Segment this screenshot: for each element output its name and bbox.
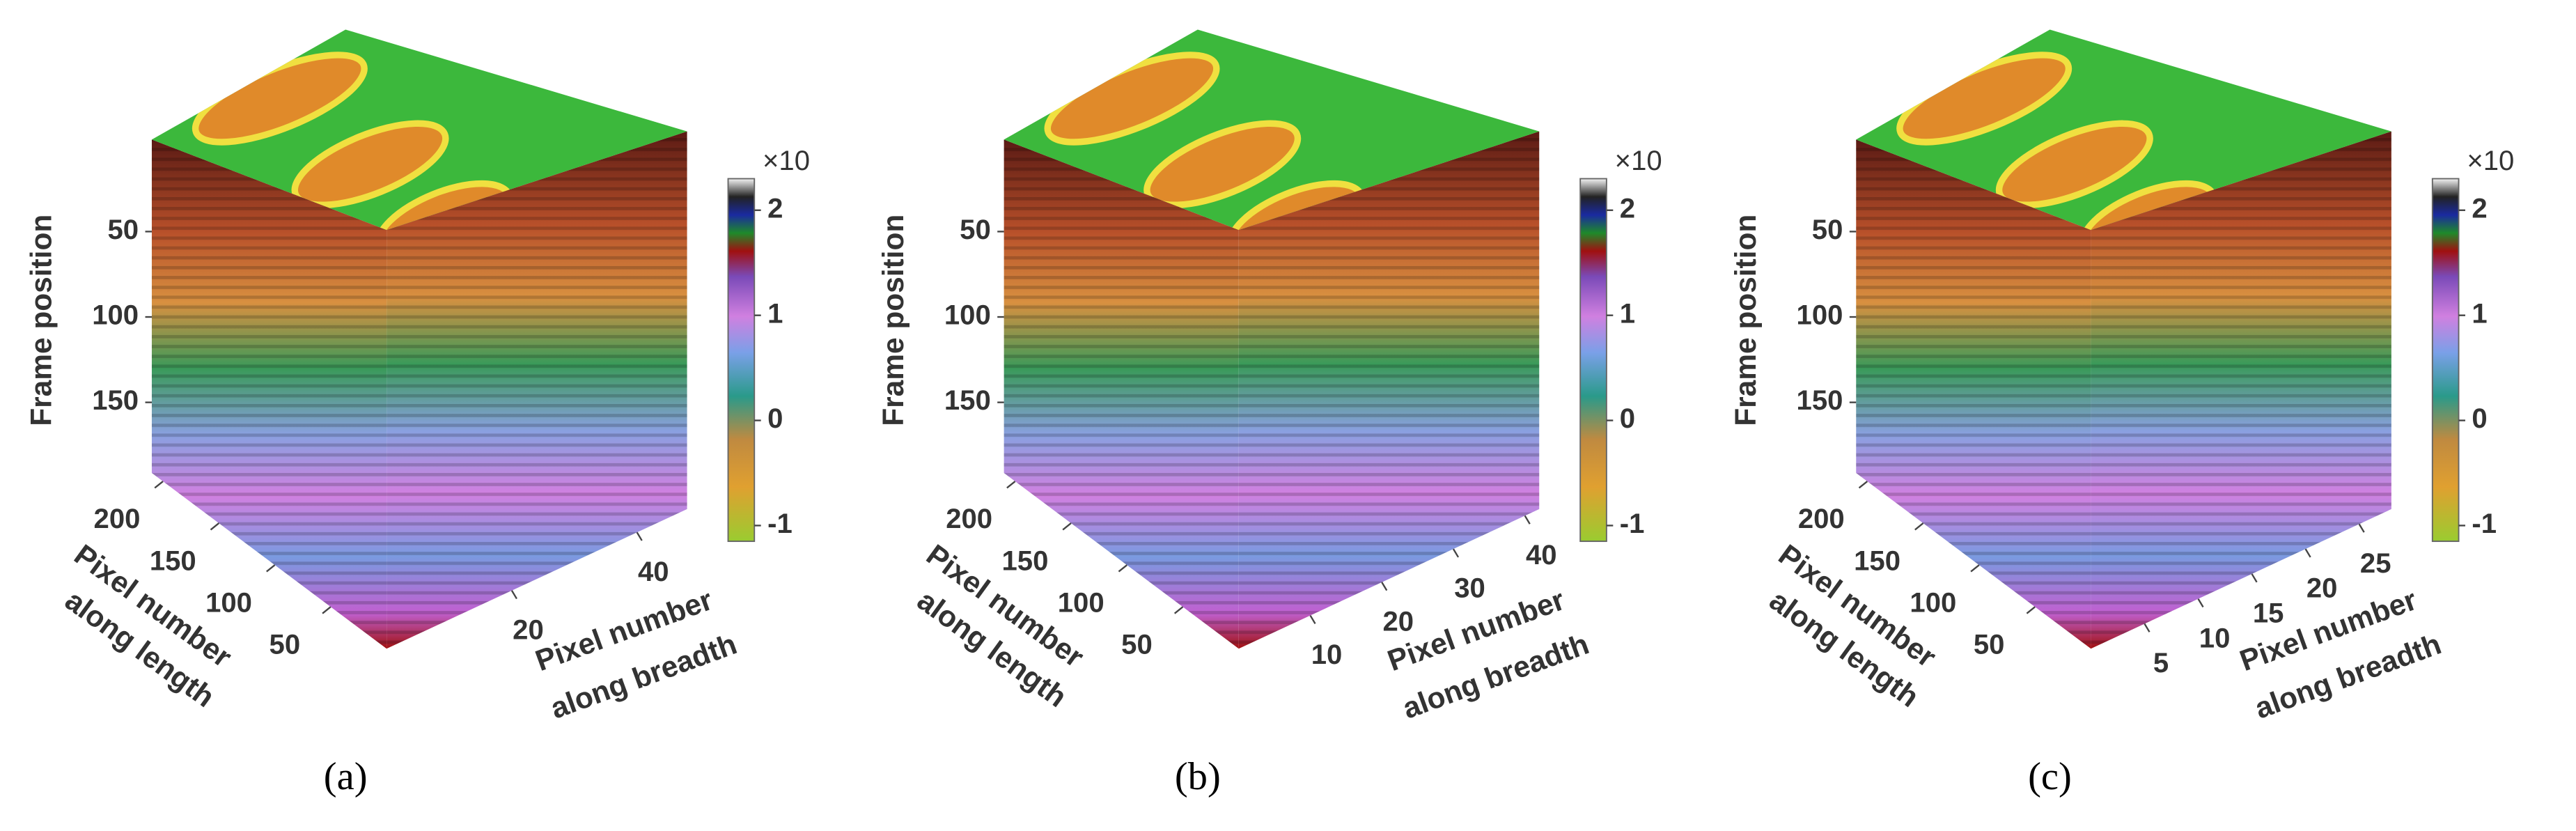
cube-stripes [1856,139,2091,649]
cube-stripes [2091,131,2391,649]
cube-stripes [1238,131,1540,649]
breadth-tick [636,531,643,541]
breadth-tick [1524,515,1531,525]
z-tick-label: 150 [1797,385,1843,416]
length-tick-label: 50 [270,629,301,660]
z-axis-label: Frame position [1729,215,1762,426]
cube-stripes [387,131,687,649]
breadth-tick [1381,582,1388,591]
length-tick-label: 100 [205,587,252,618]
z-tick-label: 150 [944,385,991,416]
colorbar-tick-label: 2 [1620,193,1635,224]
length-tick-label: 100 [1910,587,1956,618]
z-tick-label: 150 [92,385,139,416]
hot-spot [1143,120,1302,208]
breadth-tick-label: 20 [513,614,544,645]
length-tick-label: 150 [150,545,196,576]
colorbar [1579,178,1607,543]
breadth-tick-label: 10 [1311,639,1343,670]
hot-spot [1995,120,2153,208]
colorbar [2431,178,2460,543]
breadth-tick-label: 20 [2306,573,2338,604]
length-tick-label: 200 [1798,504,1845,534]
z-axis-label: Frame position [25,215,58,426]
length-tick-label: 50 [1974,629,2005,660]
breadth-tick [1452,548,1460,558]
z-tick-label: 100 [944,300,991,331]
length-tick [1062,522,1072,531]
length-tick [154,481,164,489]
length-tick [210,522,220,531]
breadth-tick [2358,523,2365,533]
breadth-tick [510,590,517,600]
z-tick-label: 50 [1812,215,1843,245]
z-tick-label: 50 [960,215,991,245]
colorbar-exponent: ×10 [763,146,810,176]
breadth-tick-label: 30 [1454,573,1485,604]
breadth-tick-label: 40 [638,557,669,587]
colorbar-tick-label: -1 [767,508,793,539]
cube-stripes [1004,139,1239,649]
length-tick-label: 200 [946,504,992,534]
panel-label: (a) [324,755,368,798]
colorbar-exponent: ×10 [1615,146,1662,176]
length-tick [2026,606,2036,614]
z-tick-label: 100 [1797,300,1843,331]
breadth-tick-label: 40 [1526,540,1557,570]
z-tick-label: 50 [108,215,139,245]
length-tick [1006,481,1016,489]
panel-label: (c) [2028,755,2072,798]
breadth-tick [2197,598,2204,608]
breadth-tick [2251,573,2258,583]
length-tick [1118,564,1127,573]
breadth-tick-label: 25 [2360,548,2391,579]
length-tick-label: 200 [94,504,141,534]
breadth-tick [1309,614,1316,624]
colorbar-tick-label: 2 [2472,193,2487,224]
z-axis-label: Frame position [877,215,910,426]
colorbar-tick-label: 0 [2472,403,2487,434]
colorbar-tick-label: -1 [1620,508,1645,539]
length-tick [1173,606,1184,614]
length-tick [1914,522,1924,531]
hot-spot [291,120,449,208]
breadth-tick-label: 20 [1383,606,1414,637]
colorbar [727,178,756,543]
length-tick-label: 50 [1121,629,1153,660]
z-tick-label: 100 [92,300,139,331]
panel-label: (b) [1175,755,1221,798]
length-tick-label: 150 [1001,545,1048,576]
colorbar-tick-label: 1 [767,298,783,329]
breadth-tick-label: 5 [2153,648,2169,678]
length-tick [322,606,331,614]
breadth-tick [2304,548,2311,558]
cube-stripes [151,139,387,649]
colorbar-tick-label: 1 [1620,298,1635,329]
breadth-tick-label: 10 [2199,623,2231,653]
colorbar-tick-label: -1 [2472,508,2497,539]
length-tick [266,564,276,573]
colorbar-tick-label: 1 [2472,298,2487,329]
breadth-tick [2144,623,2150,632]
colorbar-tick-label: 0 [1620,403,1635,434]
length-tick-label: 100 [1058,587,1104,618]
colorbar-tick-label: 2 [767,193,783,224]
colorbar-exponent: ×10 [2467,146,2514,176]
breadth-tick-label: 15 [2253,598,2284,628]
colorbar-tick-label: 0 [767,403,783,434]
length-tick [1970,564,1980,573]
length-tick-label: 150 [1854,545,1900,576]
length-tick [1858,481,1868,489]
